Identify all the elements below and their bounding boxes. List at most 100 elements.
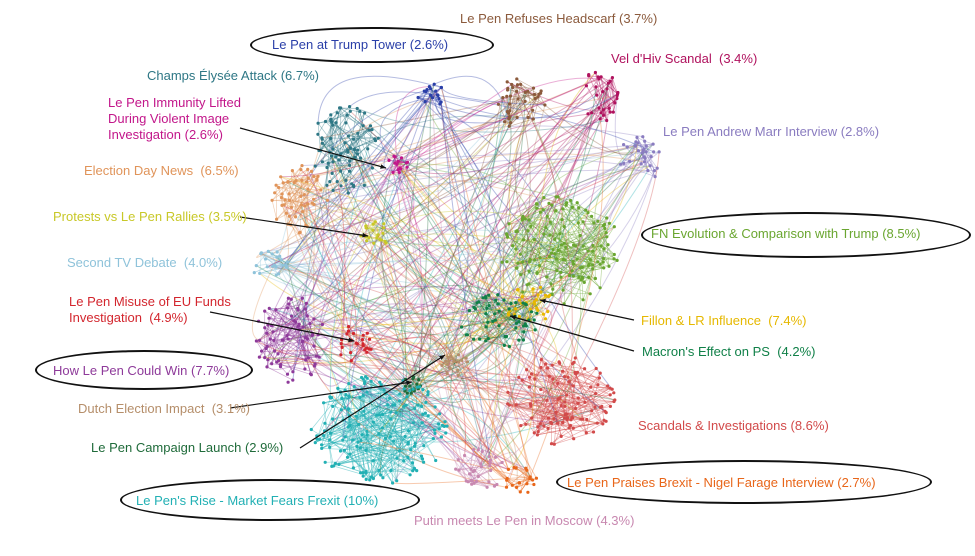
edge — [392, 172, 487, 341]
node-fn_evolution — [535, 271, 539, 275]
node-scandals — [608, 386, 612, 390]
node-champs — [334, 121, 338, 125]
edge — [302, 211, 531, 478]
node-macron — [484, 312, 488, 316]
edge — [340, 107, 364, 126]
edge — [329, 148, 369, 399]
edge — [359, 397, 390, 399]
node-scandals — [593, 405, 597, 409]
node-rise — [330, 464, 334, 468]
node-champs — [359, 156, 363, 160]
edge — [575, 373, 613, 390]
edge — [449, 361, 460, 369]
edge — [485, 325, 527, 342]
edge — [371, 404, 389, 478]
edge — [543, 233, 615, 255]
edge — [383, 101, 426, 171]
edge — [373, 412, 426, 479]
edge — [516, 203, 538, 232]
edge — [545, 363, 579, 404]
node-headscarf — [533, 96, 537, 101]
edge — [317, 157, 402, 335]
edge — [559, 272, 604, 425]
node-putin — [470, 482, 474, 486]
edge — [264, 324, 269, 358]
edge — [287, 334, 313, 375]
edge — [359, 111, 364, 126]
edge — [536, 295, 546, 309]
node-vel_dhiv — [605, 87, 609, 91]
edge — [281, 90, 437, 206]
edge — [570, 401, 615, 426]
label-fillon: Fillon & LR Influence (7.4%) — [641, 313, 807, 328]
node-brexit — [534, 476, 539, 480]
node-immunity — [396, 168, 400, 172]
node-putin — [488, 458, 492, 462]
label-brexit: Le Pen Praises Brexit - Nigel Farage Int… — [567, 475, 876, 490]
edge — [300, 145, 647, 197]
edge — [399, 400, 436, 461]
edge — [352, 383, 365, 441]
edge — [446, 296, 520, 365]
node-rise — [371, 420, 375, 424]
edge — [414, 369, 466, 403]
edge — [385, 242, 574, 429]
edge — [329, 242, 387, 389]
edge — [620, 163, 656, 177]
node-election_day — [312, 197, 316, 201]
node-fn_evolution — [553, 252, 557, 256]
edge — [418, 97, 442, 103]
edge — [265, 251, 278, 260]
node-trump_tower — [438, 102, 442, 106]
node-tv_debate — [266, 249, 270, 253]
label-dutch: Dutch Election Impact (3.1%) — [78, 401, 250, 416]
edge — [349, 412, 426, 455]
edge — [305, 303, 470, 339]
node-headscarf — [510, 82, 514, 87]
edge — [552, 378, 615, 401]
edge — [329, 388, 339, 440]
node-champs — [350, 182, 354, 186]
node-fn_evolution — [570, 269, 574, 273]
edge — [556, 219, 563, 259]
edge — [538, 72, 596, 288]
edge — [517, 289, 531, 310]
node-tv_debate — [278, 254, 282, 258]
label-campaign: Le Pen Campaign Launch (2.9%) — [91, 440, 284, 455]
node-rise — [331, 404, 335, 408]
edge — [590, 386, 611, 389]
edge — [355, 126, 510, 417]
edge — [450, 334, 479, 451]
edge — [449, 368, 459, 376]
node-election_day — [300, 164, 304, 168]
edge — [330, 110, 351, 122]
node-macron — [533, 328, 537, 332]
edge — [275, 303, 307, 311]
node-scandals — [542, 424, 546, 428]
node-eu_funds — [346, 329, 351, 333]
edge — [485, 311, 500, 341]
edge — [486, 303, 526, 470]
edge — [580, 418, 587, 434]
edge — [550, 392, 614, 423]
node-champs — [337, 158, 341, 162]
node-rise — [426, 390, 430, 394]
node-fn_evolution — [561, 257, 565, 262]
node-fn_evolution — [581, 244, 585, 248]
edge — [537, 398, 560, 428]
edge — [418, 94, 438, 98]
node-marr — [648, 164, 652, 168]
node-could_win — [254, 339, 258, 343]
node-headscarf — [507, 102, 512, 106]
node-could_win — [290, 314, 294, 318]
edge — [412, 378, 582, 420]
node-trump_tower — [439, 85, 443, 90]
edge — [329, 138, 376, 182]
edge — [338, 440, 394, 465]
edge — [480, 295, 500, 465]
node-scandals — [598, 371, 602, 375]
edge — [351, 345, 364, 361]
node-fn_evolution — [598, 262, 602, 266]
edge — [329, 394, 347, 440]
node-rise — [340, 396, 344, 400]
